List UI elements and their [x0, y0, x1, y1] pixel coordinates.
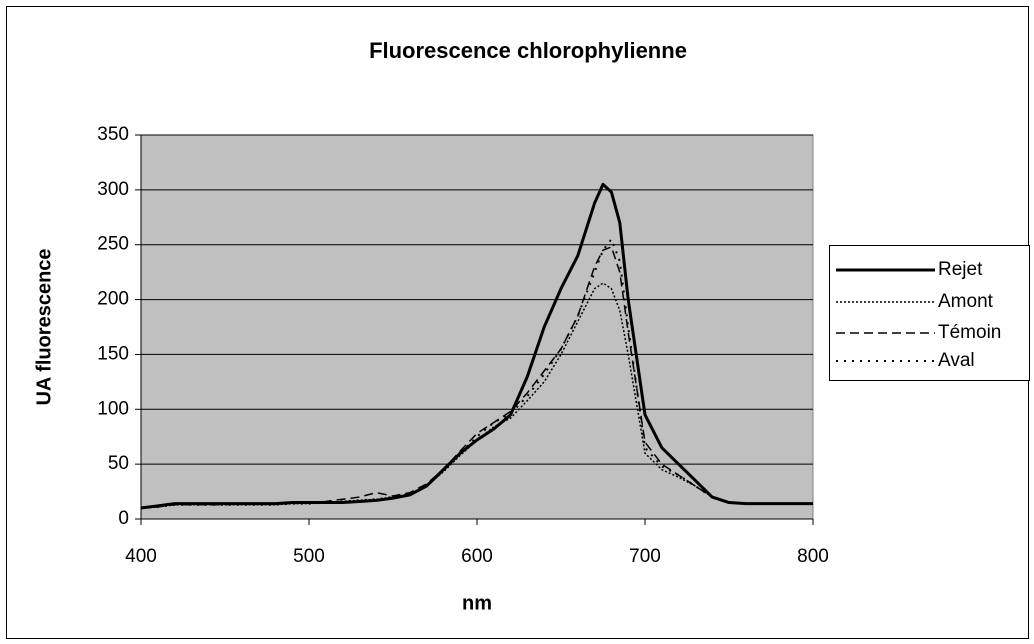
- y-tick-label: 350: [97, 124, 129, 145]
- y-tick-label: 0: [118, 508, 129, 529]
- y-tick-label: 300: [97, 179, 129, 200]
- y-tick-label: 200: [97, 289, 129, 310]
- x-tick-label: 600: [461, 546, 493, 567]
- x-tick-label: 700: [629, 546, 661, 567]
- series-line: [140, 282, 813, 509]
- y-tick-label: 50: [108, 453, 129, 474]
- x-axis-title: nm: [462, 592, 492, 614]
- x-tick-label: 400: [125, 546, 157, 567]
- plot-background: [140, 134, 814, 520]
- x-tick-label: 800: [797, 546, 829, 567]
- legend-label: Témoin: [938, 322, 1001, 343]
- legend-label: Aval: [938, 350, 975, 371]
- series-line: [140, 246, 813, 509]
- chart-title: Fluorescence chlorophylienne: [369, 38, 687, 63]
- legend: [829, 245, 1030, 381]
- legend-label: Amont: [938, 291, 994, 312]
- legend-label: Rejet: [938, 259, 983, 280]
- y-tick-label: 250: [97, 234, 129, 255]
- y-axis-title: UA fluorescence: [33, 248, 55, 405]
- y-tick-label: 100: [97, 398, 129, 419]
- y-tick-label: 150: [97, 343, 129, 364]
- x-tick-label: 500: [293, 546, 325, 567]
